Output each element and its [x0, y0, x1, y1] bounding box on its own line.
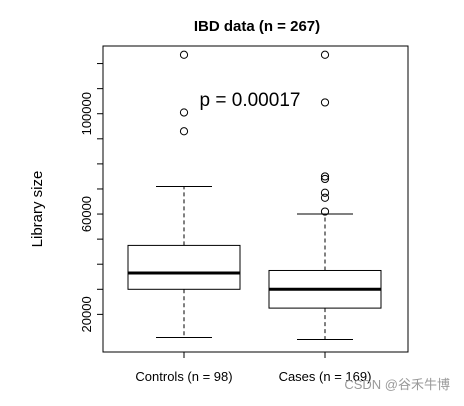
iqr-box — [127, 244, 241, 290]
y-axis: 20000 60000 100000 — [79, 63, 104, 332]
p-value-annotation: p = 0.00017 — [200, 90, 301, 111]
chart-title: IBD data (n = 267) — [194, 18, 320, 35]
y-tick-label: 100000 — [79, 92, 94, 135]
outlier-point — [320, 193, 330, 202]
outlier-point — [320, 50, 330, 59]
x-axis: Controls (n = 98) Cases (n = 169) — [135, 351, 372, 384]
outlier-point — [320, 207, 330, 216]
outlier-point — [320, 174, 330, 184]
y-tick-label: 60000 — [79, 196, 94, 232]
outlier-point — [179, 50, 189, 59]
outlier-point — [179, 108, 189, 117]
y-axis-label: Library size — [29, 171, 46, 248]
outlier-point — [320, 98, 330, 107]
box-group — [127, 50, 241, 338]
x-tick-label: Cases (n = 169) — [279, 369, 372, 384]
outlier-point — [320, 172, 330, 181]
outlier-point — [179, 127, 189, 136]
boxes — [127, 50, 382, 340]
box-group — [268, 50, 382, 340]
outlier-point — [320, 188, 330, 197]
x-tick-label: Controls (n = 98) — [135, 369, 232, 384]
watermark: CSDN @谷禾牛博 — [344, 377, 450, 392]
y-tick-label: 20000 — [79, 296, 94, 332]
